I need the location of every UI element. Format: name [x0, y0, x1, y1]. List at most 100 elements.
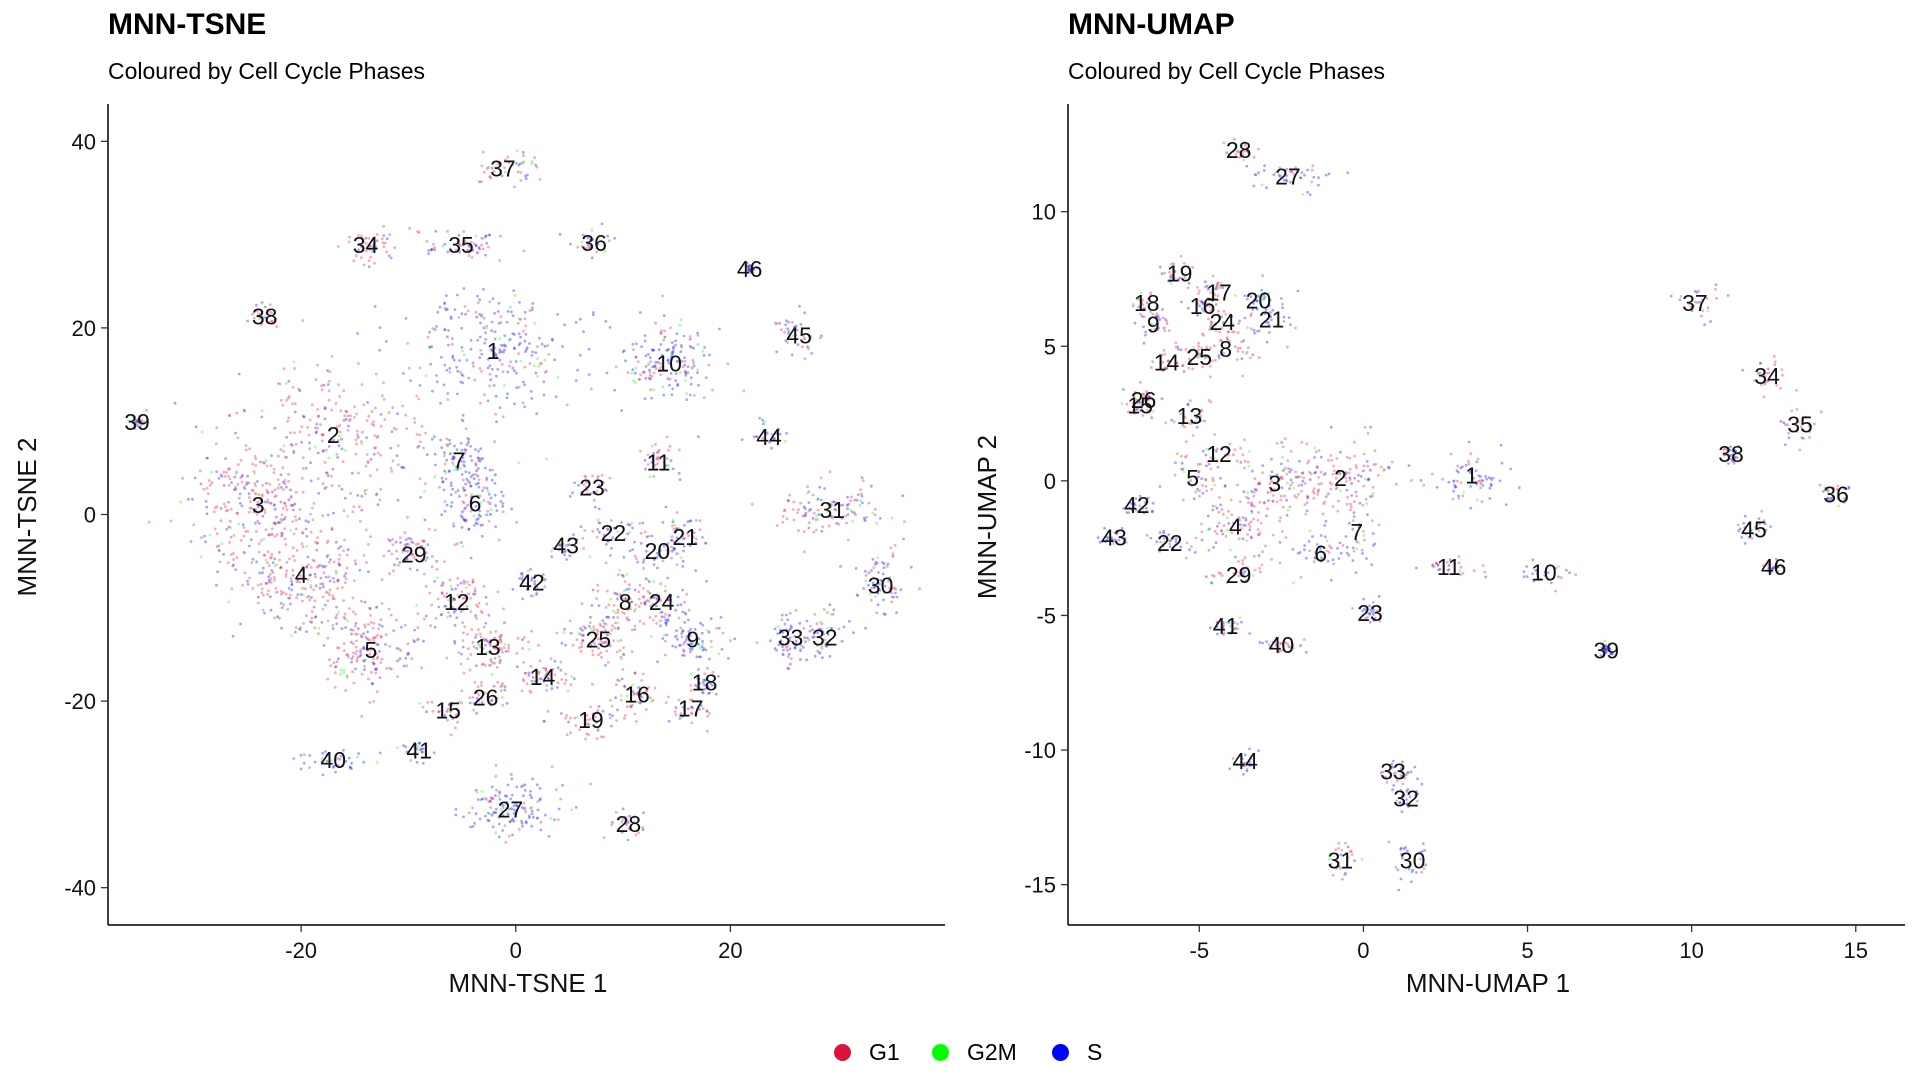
cell-point [1326, 559, 1330, 563]
cell-point [840, 516, 844, 520]
cell-point [435, 374, 438, 377]
cell-point [604, 640, 608, 644]
cell-point [354, 612, 358, 616]
cell-point [1743, 526, 1747, 529]
cell-point [1693, 290, 1697, 293]
cell-point [1329, 857, 1333, 861]
cell-point [875, 521, 878, 525]
cell-point [316, 414, 320, 418]
cell-point [854, 513, 857, 517]
cell-point [469, 596, 472, 600]
cell-point [680, 635, 684, 639]
cell-point [830, 500, 833, 504]
cell-point [1242, 140, 1246, 144]
cell-point [181, 477, 185, 480]
cell-point [301, 456, 305, 459]
cell-point [1229, 548, 1232, 552]
cell-point [483, 393, 486, 397]
cell-point [525, 587, 529, 591]
cell-point [1105, 538, 1109, 541]
cell-point [591, 653, 595, 657]
cell-point [1155, 312, 1159, 315]
cell-point [579, 632, 582, 636]
cell-point [1327, 172, 1331, 176]
cell-point [222, 553, 226, 556]
cell-point [295, 596, 298, 600]
cell-point [337, 561, 341, 565]
cell-point [687, 618, 690, 622]
cell-point [633, 671, 637, 675]
cell-point [374, 446, 377, 450]
cell-point [333, 671, 337, 674]
cell-point [230, 587, 234, 591]
cell-point [325, 753, 329, 757]
cell-point [547, 834, 551, 838]
cell-point [701, 691, 705, 694]
cell-point [890, 516, 894, 520]
cell-point [1195, 353, 1199, 356]
cell-point [488, 642, 492, 646]
cell-point [315, 422, 319, 426]
cell-point [657, 455, 661, 459]
cell-point [1196, 355, 1200, 359]
cell-point [1229, 155, 1233, 159]
cell-point [489, 508, 493, 511]
cell-point [1377, 523, 1381, 527]
cell-point [1420, 782, 1424, 786]
cell-point [375, 605, 379, 609]
cell-point [597, 484, 601, 487]
cell-point [234, 568, 238, 571]
cell-point [484, 331, 487, 334]
cell-point [367, 414, 371, 418]
cluster-label-12: 12 [444, 589, 470, 615]
cell-point [1244, 516, 1248, 520]
cell-point [435, 380, 439, 384]
cell-point [1142, 315, 1146, 319]
cell-point [449, 249, 453, 253]
cell-point [707, 363, 711, 367]
cell-point [316, 426, 319, 430]
cell-point [462, 671, 466, 675]
cell-point [1240, 340, 1243, 344]
cell-point [1199, 299, 1202, 303]
cell-point [274, 317, 278, 321]
cell-point [226, 509, 230, 512]
cell-point [477, 601, 481, 605]
cell-point [234, 485, 237, 489]
cell-point [1142, 325, 1145, 329]
cell-point [1314, 557, 1317, 560]
cell-point [479, 401, 482, 405]
cell-point [1256, 528, 1260, 531]
cell-point [1217, 496, 1221, 499]
cell-point [441, 581, 445, 585]
cell-point [563, 550, 566, 554]
cell-point [460, 526, 464, 529]
cell-point [655, 456, 659, 460]
cell-point [1257, 749, 1260, 753]
cell-point [1220, 339, 1223, 343]
cell-point [877, 571, 880, 574]
cell-point [679, 528, 683, 532]
cell-point [417, 444, 421, 448]
cell-point [610, 724, 613, 728]
cell-point [500, 696, 504, 699]
cell-point [499, 161, 502, 165]
cell-point [522, 661, 525, 664]
cell-point [461, 414, 465, 417]
cell-point [1266, 491, 1270, 494]
cell-point [773, 647, 777, 650]
cell-point [663, 615, 666, 619]
cell-point [466, 657, 470, 661]
cell-point [1166, 359, 1170, 363]
cell-point [462, 501, 466, 505]
cell-point [568, 537, 572, 541]
cell-point [1525, 575, 1529, 578]
cell-point [448, 438, 451, 442]
cell-point [1457, 561, 1461, 565]
cell-point [449, 715, 453, 719]
cell-point [583, 474, 587, 478]
cell-point [678, 644, 681, 647]
cell-point [420, 544, 423, 548]
cell-point [1204, 485, 1208, 488]
cell-point [362, 240, 366, 244]
